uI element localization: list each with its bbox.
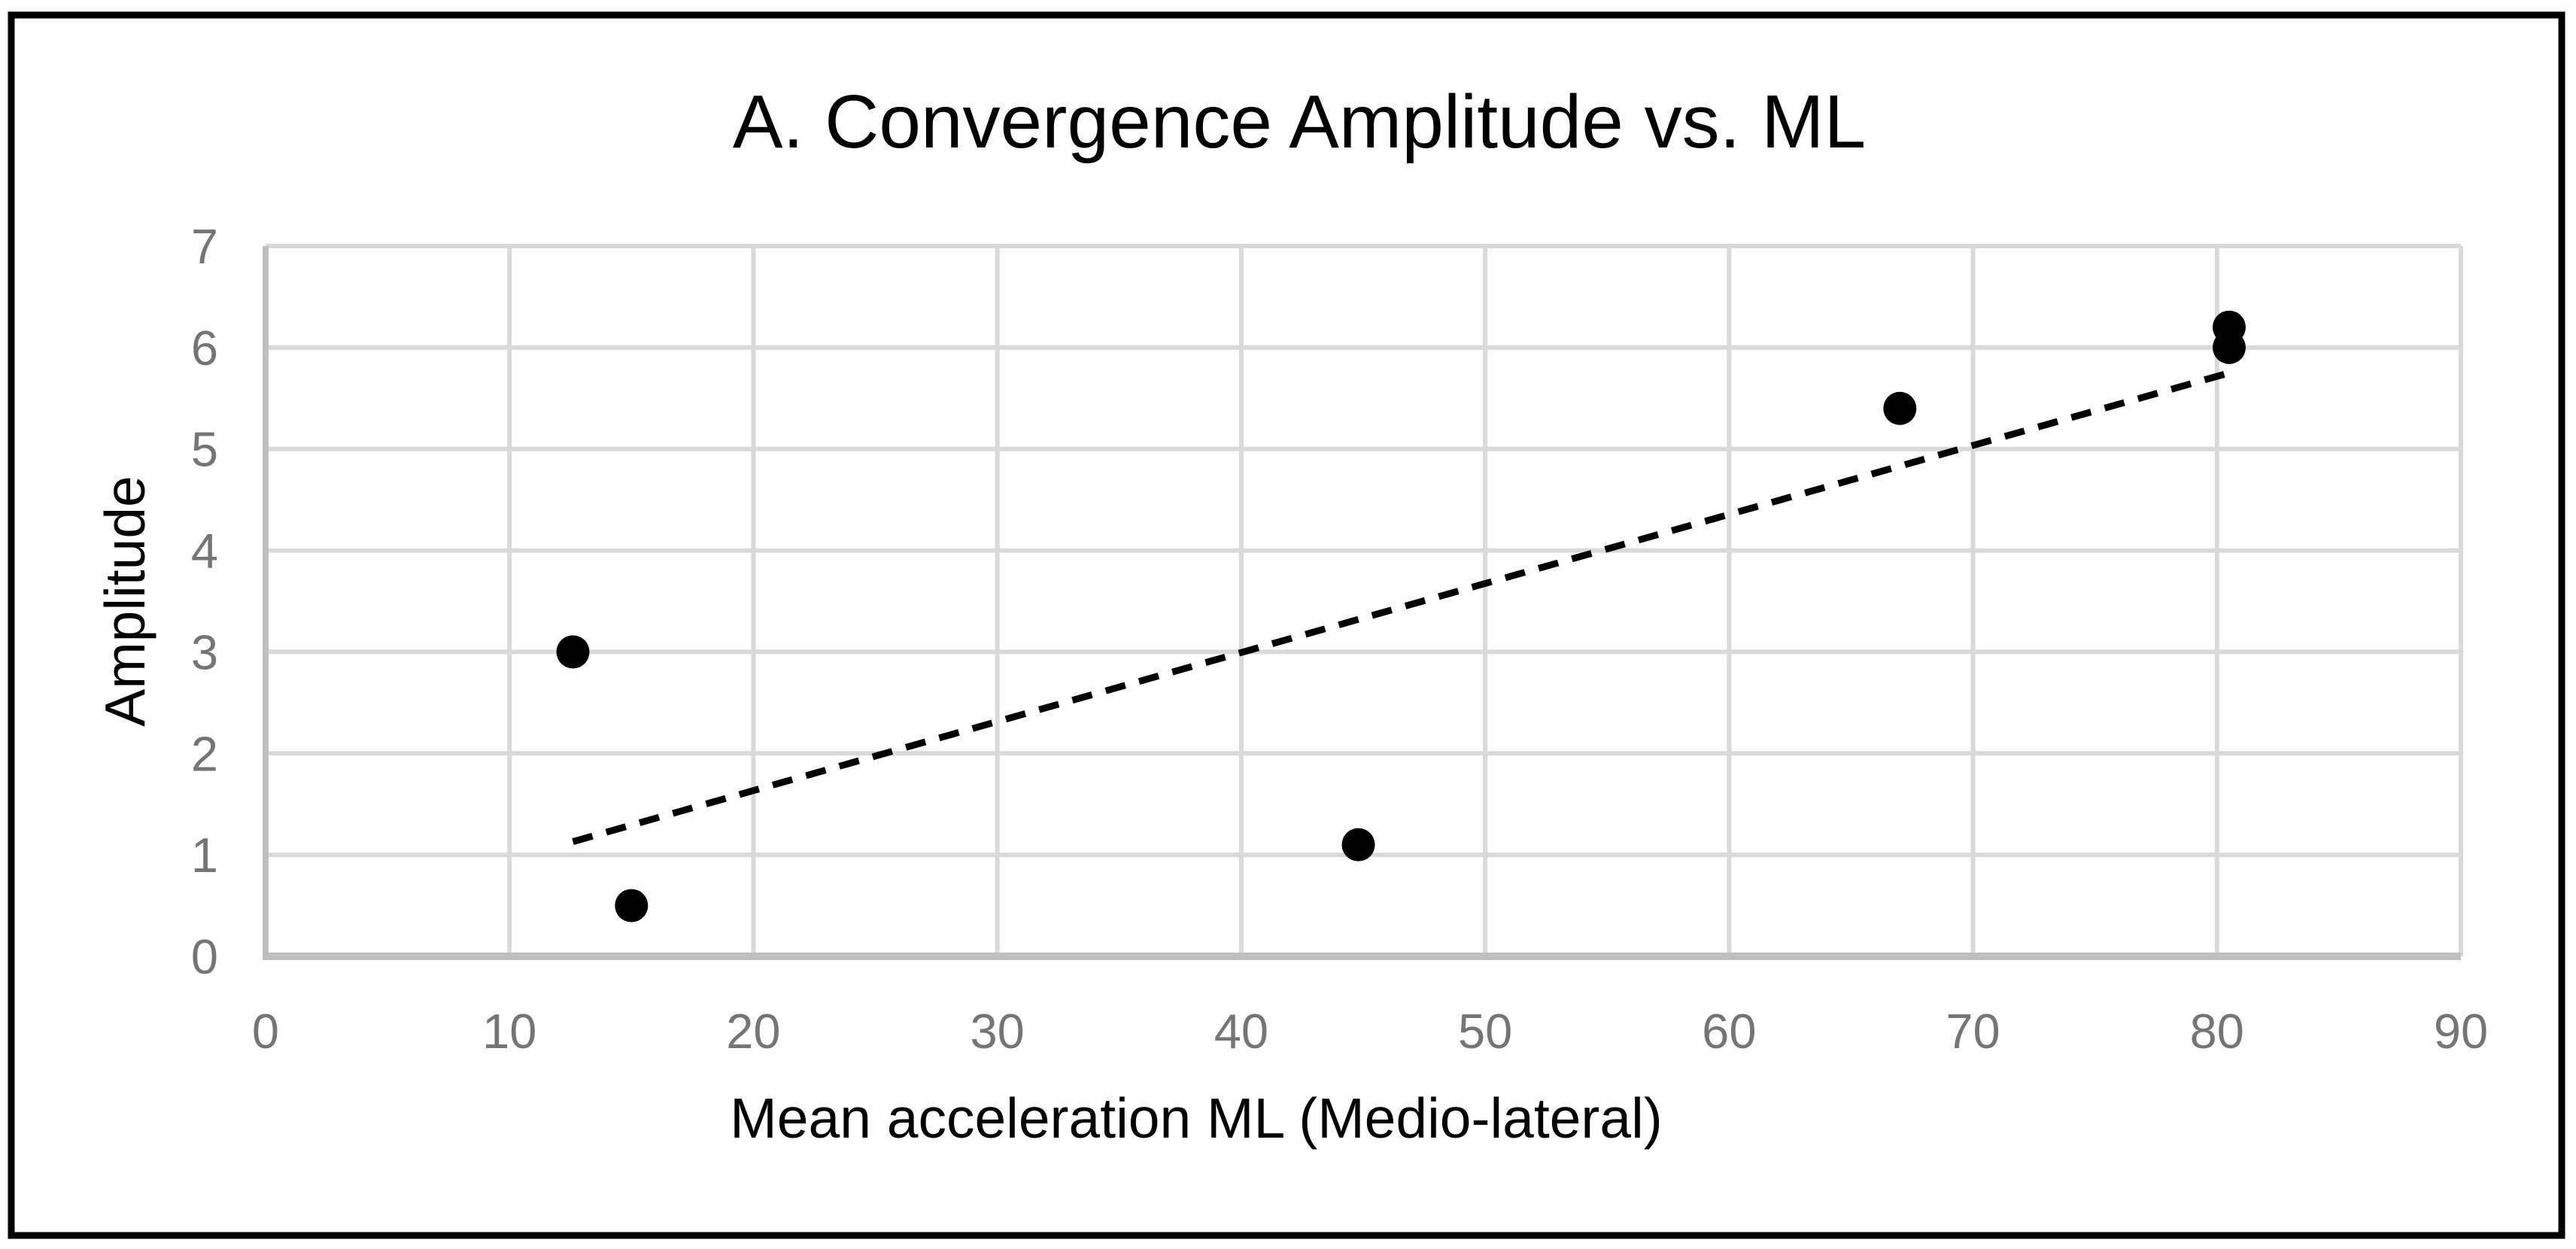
x-tick-label: 70 [1946, 1004, 2000, 1059]
x-tick-label: 60 [1702, 1004, 1756, 1059]
data-point [615, 889, 649, 922]
y-tick-label: 7 [191, 219, 218, 274]
x-tick-label: 90 [2434, 1004, 2488, 1059]
y-tick-label: 5 [191, 422, 218, 477]
chart-title: A. Convergence Amplitude vs. ML [733, 80, 1866, 164]
y-tick-label: 4 [191, 524, 218, 579]
y-tick-label: 0 [191, 929, 218, 984]
chart-border [8, 11, 2565, 1239]
axis-lines [263, 246, 2461, 960]
x-tick-labels: 0 10 20 30 40 50 60 70 80 90 [252, 1004, 2488, 1059]
data-point [2212, 330, 2246, 364]
x-tick-label: 20 [726, 1004, 780, 1059]
x-tick-label: 30 [971, 1004, 1025, 1059]
y-tick-label: 2 [191, 726, 218, 781]
x-tick-label: 0 [252, 1004, 279, 1059]
data-point [1341, 828, 1375, 862]
data-points [556, 310, 2246, 922]
x-tick-label: 10 [482, 1004, 536, 1059]
y-axis-title: Amplitude [93, 476, 156, 727]
x-tick-label: 40 [1214, 1004, 1268, 1059]
y-tick-labels: 0 1 2 3 4 5 6 7 [191, 219, 218, 984]
trendline [572, 367, 2237, 845]
data-point [1883, 391, 1917, 425]
y-tick-label: 3 [191, 624, 218, 679]
y-tick-label: 1 [191, 828, 218, 883]
data-point [556, 635, 590, 669]
x-tick-label: 80 [2190, 1004, 2244, 1059]
x-axis-title: Mean acceleration ML (Medio-lateral) [730, 1086, 1662, 1150]
x-tick-label: 50 [1458, 1004, 1512, 1059]
y-tick-label: 6 [191, 321, 218, 375]
gridlines [266, 244, 2463, 956]
